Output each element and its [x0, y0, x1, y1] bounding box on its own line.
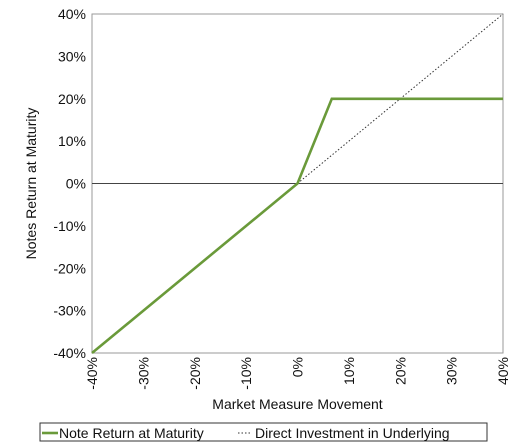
plot-area: -40% -30% -20% -10% 0% 10% 20% 30% 40% 40% 30% 20%… — [53, 6, 511, 390]
y-tick-label: -10% — [53, 218, 86, 234]
y-tick-label: -20% — [53, 260, 86, 276]
x-tick-label: 20% — [392, 357, 408, 385]
series-layer — [91, 13, 504, 355]
x-tick-label: -20% — [187, 357, 203, 390]
x-tick-label: -30% — [135, 357, 151, 390]
x-tick-label: 0% — [290, 357, 306, 377]
x-tick-label: -10% — [238, 357, 254, 390]
y-axis-ticks: 40% 30% 20% 10% 0% -10% -20% -30% -40% — [53, 6, 86, 361]
y-tick-label: 40% — [58, 6, 86, 22]
x-axis-title: Market Measure Movement — [212, 396, 383, 412]
y-axis-title: Notes Return at Maturity — [23, 108, 39, 260]
y-tick-label: 0% — [66, 176, 86, 192]
x-tick-label: -40% — [84, 357, 100, 390]
legend: Note Return at Maturity Direct Investmen… — [39, 422, 488, 442]
legend-box — [39, 422, 488, 442]
series-note-return-line — [91, 97, 503, 355]
x-axis-ticks: -40% -30% -20% -10% 0% 10% 20% 30% 40% — [84, 357, 511, 390]
x-tick-label: 30% — [444, 357, 460, 385]
y-tick-label: -40% — [53, 345, 86, 361]
x-tick-label: 10% — [341, 357, 357, 385]
y-tick-label: 10% — [58, 133, 86, 149]
legend-label-direct-investment: Direct Investment in Underlying — [255, 425, 450, 441]
y-tick-label: 20% — [58, 91, 86, 107]
legend-label-note-return: Note Return at Maturity — [59, 425, 204, 441]
y-tick-label: 30% — [58, 48, 86, 64]
x-tick-label: 40% — [495, 357, 511, 385]
y-tick-label: -30% — [53, 303, 86, 319]
